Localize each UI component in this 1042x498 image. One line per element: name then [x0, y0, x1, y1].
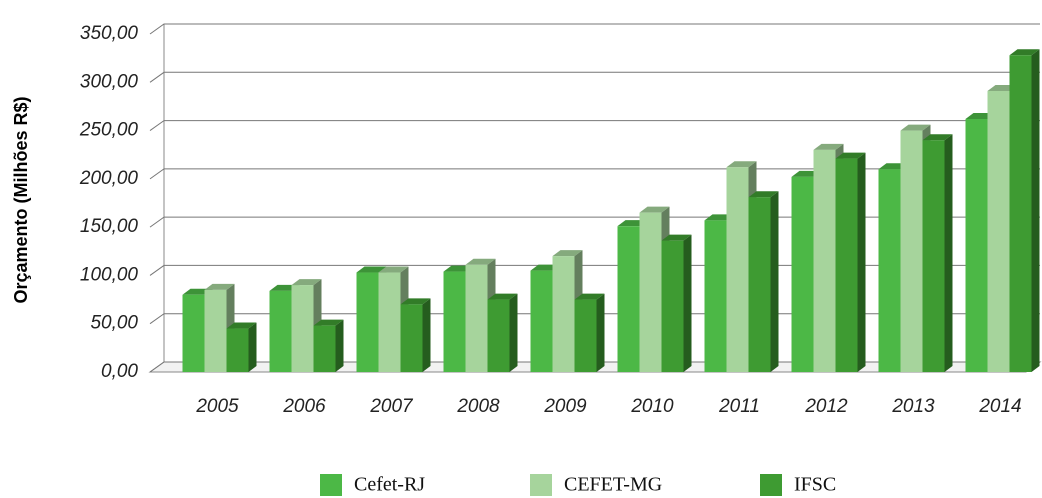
legend-label: Cefet-RJ	[354, 474, 425, 496]
bar-top	[313, 319, 344, 326]
bar-side	[1031, 49, 1040, 372]
bar	[530, 270, 553, 372]
x-tick-label: 2013	[891, 396, 935, 417]
x-tick-label: 2007	[369, 396, 414, 417]
bar	[748, 197, 771, 372]
bar	[987, 90, 1010, 372]
bar	[704, 220, 727, 372]
x-tick-label: 2005	[195, 396, 239, 417]
bar	[1009, 55, 1032, 372]
y-tick-label: 50,00	[90, 313, 138, 334]
bar	[661, 240, 684, 372]
bar-side	[335, 319, 344, 372]
y-tick-label: 150,00	[80, 216, 139, 237]
bar	[965, 118, 988, 373]
y-tick-label: 200,00	[79, 168, 139, 189]
bar-top	[813, 143, 844, 150]
bar	[639, 212, 662, 372]
bar-top	[574, 293, 605, 300]
grid-line	[149, 120, 1040, 131]
bar	[356, 272, 379, 372]
bar-top	[726, 161, 757, 168]
bar-top	[639, 206, 670, 213]
legend-label: IFSC	[794, 474, 836, 496]
bar-top	[378, 266, 409, 273]
bar	[291, 285, 314, 372]
bar-top	[487, 293, 518, 300]
bar	[465, 264, 488, 372]
y-tick-label: 100,00	[80, 264, 139, 285]
bar-side	[509, 293, 518, 372]
x-tick-label: 2009	[543, 396, 587, 417]
bar-top	[356, 266, 387, 273]
legend-swatch	[760, 474, 782, 496]
y-tick-label: 250,00	[79, 120, 139, 141]
legend-swatch	[530, 474, 552, 496]
x-tick-label: 2008	[456, 396, 500, 417]
x-tick-label: 2011	[718, 396, 760, 417]
bar-top	[900, 124, 931, 131]
bar	[443, 271, 466, 372]
bar	[900, 130, 923, 372]
bar-top	[922, 134, 953, 141]
x-tick-label: 2012	[804, 396, 848, 417]
bar	[226, 328, 249, 372]
bar-side	[596, 293, 605, 372]
y-tick-label: 300,00	[80, 71, 139, 92]
bar	[378, 272, 401, 372]
bar	[204, 289, 227, 372]
grid-line	[149, 23, 1040, 35]
bar-side	[683, 234, 692, 372]
grid-line	[149, 71, 1040, 83]
bar-top	[465, 258, 496, 265]
bar-top	[1009, 49, 1040, 56]
bar	[574, 299, 597, 372]
bar	[313, 325, 336, 372]
bar-top	[661, 234, 692, 241]
bar	[813, 149, 836, 372]
y-tick-label: 350,00	[80, 23, 139, 44]
bar-side	[770, 191, 779, 372]
legend-label: CEFET-MG	[564, 474, 662, 496]
bar	[835, 158, 858, 372]
bar-side	[248, 322, 257, 372]
bar	[269, 290, 292, 372]
bar-side	[422, 298, 431, 372]
bar-side	[944, 134, 953, 372]
bar-top	[204, 283, 235, 290]
bar-side	[857, 152, 866, 372]
x-tick-label: 2010	[630, 396, 674, 417]
bar	[487, 299, 510, 372]
bar	[726, 167, 749, 372]
bar-top	[400, 298, 431, 305]
x-tick-label: 2014	[978, 396, 1021, 417]
bar	[791, 176, 814, 372]
bar	[878, 169, 901, 372]
bar	[617, 226, 640, 372]
y-tick-label: 0,00	[101, 361, 138, 382]
bar	[552, 256, 575, 372]
bar-top	[552, 250, 583, 257]
bar-top	[748, 191, 779, 198]
bar-top	[226, 322, 257, 329]
legend-swatch	[320, 474, 342, 496]
bar-top	[835, 152, 866, 159]
y-axis-label: Orçamento (Milhões R$)	[11, 96, 31, 303]
bar	[922, 140, 945, 372]
bar	[182, 294, 205, 372]
bar	[400, 304, 423, 372]
x-tick-label: 2006	[282, 396, 326, 417]
bar-top	[291, 279, 322, 286]
